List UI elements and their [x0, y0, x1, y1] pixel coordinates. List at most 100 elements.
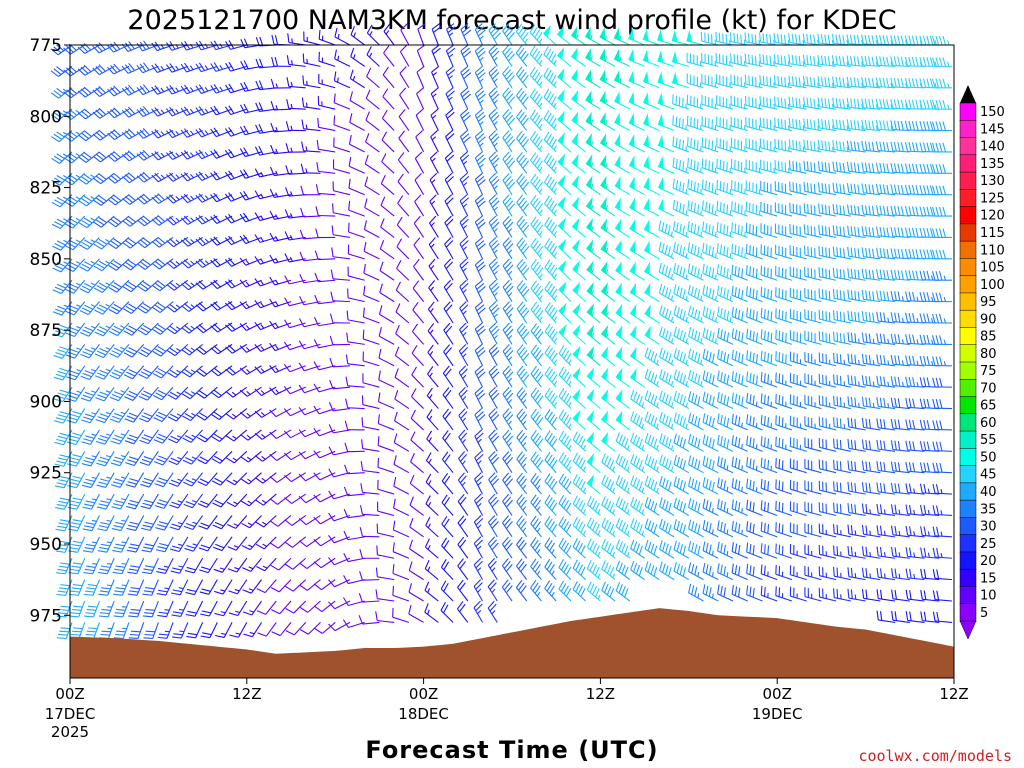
wind-barb [301, 141, 321, 153]
wind-barb [301, 119, 321, 132]
wind-barb [224, 192, 248, 202]
wind-barb [377, 436, 395, 452]
colorbar-label: 125 [980, 191, 1005, 206]
wind-barb [298, 450, 321, 460]
wind-barb [66, 408, 86, 424]
wind-barb [240, 493, 262, 507]
wind-barb [151, 129, 174, 139]
wind-barb [366, 67, 380, 89]
wind-barb [93, 215, 115, 228]
wind-barb [156, 579, 174, 596]
wind-barb [379, 283, 395, 303]
wind-barb [375, 567, 395, 581]
x-tick-date-label: 2025 [51, 723, 89, 741]
wind-barb [378, 348, 395, 367]
wind-barb [299, 600, 321, 613]
wind-barb [140, 472, 159, 488]
colorbar-swatch [959, 448, 977, 467]
wind-barb [155, 515, 174, 531]
wind-barb [77, 108, 100, 120]
wind-barb [196, 365, 218, 377]
wind-barb [393, 476, 410, 495]
y-axis: 775 800 825 850 875 900 925 950 975 [30, 36, 70, 626]
wind-barb [380, 218, 395, 238]
wind-barb [417, 23, 426, 46]
wind-barb [349, 91, 365, 110]
wind-barb [186, 622, 204, 639]
wind-barb [415, 108, 425, 131]
colorbar-swatch [959, 309, 977, 329]
wind-barb [166, 322, 189, 335]
wind-barb [225, 408, 248, 420]
wind-barb [318, 73, 336, 89]
wind-barb [136, 106, 159, 118]
wind-barb [239, 212, 262, 223]
wind-barb [84, 622, 100, 639]
wind-barb [93, 194, 115, 206]
wind-barb [78, 237, 100, 250]
wind-barb [180, 193, 203, 204]
wind-barb [269, 276, 292, 286]
wind-barb [225, 343, 248, 354]
wind-barb [316, 139, 336, 153]
wind-barb [211, 450, 233, 464]
wind-barb [154, 450, 174, 466]
wind-barb [157, 600, 174, 618]
wind-barb [271, 622, 292, 637]
wind-barb [285, 121, 306, 132]
wind-barb [392, 586, 410, 602]
wind-barb [195, 62, 218, 73]
x-tick-date-label: 17DEC [45, 705, 96, 723]
wind-barb [313, 493, 336, 503]
wind-barb [283, 429, 306, 439]
wind-barb [361, 439, 380, 452]
wind-barb [168, 429, 189, 444]
wind-barb [185, 600, 204, 617]
wind-barb [93, 237, 115, 250]
wind-barb [82, 515, 100, 532]
wind-barb [211, 408, 233, 421]
wind-barb [348, 156, 365, 174]
wind-barb [299, 229, 321, 240]
wind-barb [68, 536, 86, 553]
colorbar-label: 55 [980, 433, 997, 448]
wind-barb [109, 365, 130, 380]
colorbar-swatch [959, 482, 977, 501]
wind-barb [182, 408, 203, 422]
wind-barb [211, 429, 233, 442]
wind-barb [395, 324, 410, 345]
wind-barb [138, 365, 159, 379]
wind-barb [299, 622, 321, 635]
wind-barb [127, 579, 145, 596]
wind-barb [195, 127, 218, 138]
wind-barb [284, 493, 307, 505]
wind-barb [64, 258, 86, 273]
wind-barb [63, 151, 86, 164]
wind-barb [224, 127, 247, 137]
wind-barb [141, 515, 159, 531]
wind-barb [314, 600, 336, 613]
wind-barb [56, 558, 73, 575]
wind-barb [166, 301, 189, 313]
x-axis-label: Forecast Time (UTC) [365, 736, 658, 764]
wind-barb [113, 600, 130, 618]
wind-barb [283, 386, 306, 395]
colorbar-swatch [959, 171, 977, 191]
wind-barb [139, 451, 159, 466]
wind-barb [122, 215, 144, 227]
wind-barb [383, 23, 395, 46]
wind-barb [82, 536, 100, 553]
wind-barb [123, 322, 145, 336]
wind-barb [210, 236, 233, 246]
wind-barb [270, 100, 292, 111]
chart-title: 2025121700 NAM3KM forecast wind profile … [127, 5, 896, 36]
wind-barb [157, 622, 174, 639]
wind-barb [183, 515, 204, 530]
wind-barb [138, 386, 159, 401]
colorbar-swatch [959, 499, 977, 519]
wind-barb [212, 515, 233, 530]
wind-barb [344, 464, 365, 475]
wind-barb [349, 69, 365, 89]
wind-barb [345, 376, 365, 388]
wind-barb [210, 105, 233, 116]
